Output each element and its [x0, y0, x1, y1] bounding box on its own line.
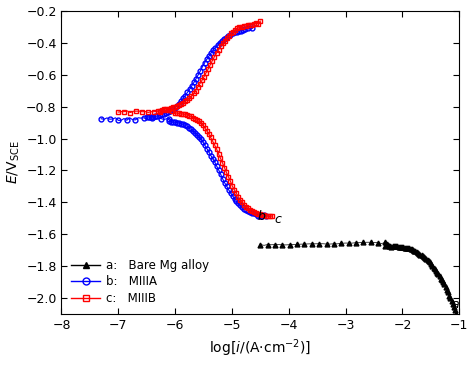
Text: b: b [257, 210, 265, 223]
Text: a: a [452, 298, 459, 311]
Legend: a:   Bare Mg alloy, b:   MIIIA, c:   MIIIB: a: Bare Mg alloy, b: MIIIA, c: MIIIB [67, 255, 213, 308]
Text: c: c [274, 213, 281, 226]
Y-axis label: $E/\mathrm{V_{SCE}}$: $E/\mathrm{V_{SCE}}$ [6, 141, 22, 184]
X-axis label: $\log[i/(\mathrm{A{\cdot}cm^{-2}})]$: $\log[i/(\mathrm{A{\cdot}cm^{-2}})]$ [210, 338, 311, 360]
